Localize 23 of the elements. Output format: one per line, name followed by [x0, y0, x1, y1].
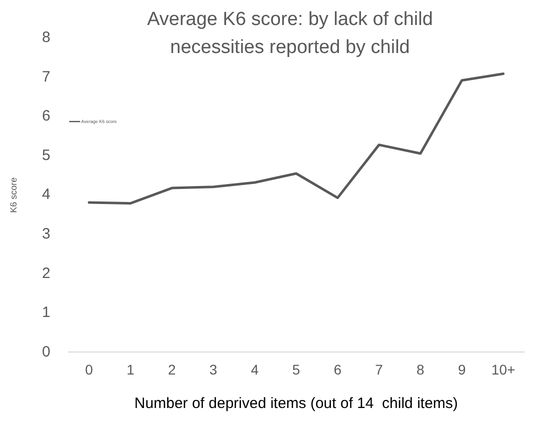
- y-tick-label: 5: [42, 146, 50, 164]
- y-tick-label: 3: [42, 226, 50, 243]
- y-tick-label: 6: [42, 108, 50, 125]
- y-tick-label: 2: [42, 264, 50, 282]
- x-tick-label: 8: [416, 361, 425, 378]
- x-tick-label: 4: [250, 361, 259, 378]
- x-tick-label: 9: [458, 361, 466, 378]
- x-tick-label: 10+: [491, 361, 516, 378]
- y-tick-label: 1: [42, 304, 50, 322]
- y-tick-label: 4: [42, 186, 50, 204]
- y-tick-label: 8: [42, 29, 50, 46]
- y-tick-label: 7: [42, 68, 50, 86]
- y-axis-title: K6 score: [8, 177, 18, 213]
- x-tick-label: 3: [209, 361, 218, 378]
- x-tick-label: 2: [168, 361, 176, 378]
- x-tick-label: 1: [126, 361, 135, 378]
- y-tick-label: 0: [42, 343, 50, 360]
- x-tick-label: 0: [85, 361, 94, 378]
- chart-title: Average K6 score: by lack of child necessities reported by child: [147, 9, 433, 58]
- x-tick-label: 7: [375, 361, 384, 378]
- x-tick-label: 5: [292, 361, 300, 378]
- x-tick-label: 6: [334, 361, 342, 378]
- x-axis-title: Number of deprived items (out of 14 child items): [134, 395, 458, 412]
